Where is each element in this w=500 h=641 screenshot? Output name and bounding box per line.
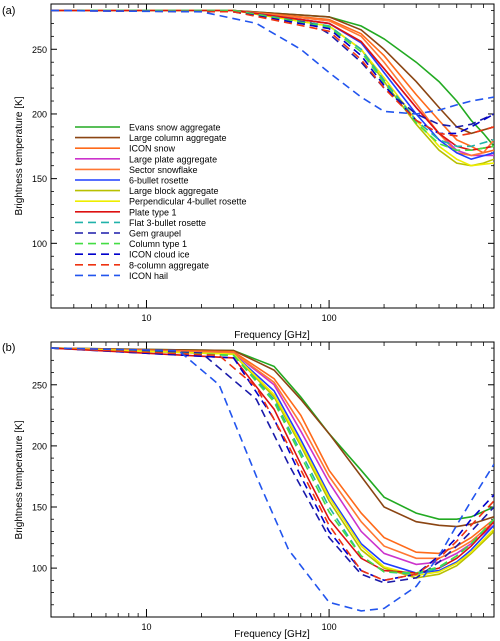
series-line-large-plate-aggregate [51, 347, 494, 566]
y-tick-label: 100 [32, 564, 47, 574]
panel-b-frame [50, 341, 495, 618]
panel-b-plot: 100 150 200 250 10 100 [32, 342, 495, 632]
series-line-icon-cloud-ice [51, 347, 494, 582]
legend-label: Sector snowflake [129, 165, 198, 175]
series-line-evans-snow-aggregate [51, 347, 494, 520]
x-tick-label: 10 [141, 313, 151, 323]
panel-a-ylabel: Brightness temperature [K] [14, 96, 25, 215]
y-tick-label: 200 [32, 109, 47, 119]
series-line-icon-snow [51, 347, 494, 555]
series-line-8-column-aggregate [51, 9, 494, 137]
series-line-sector-snowflake [51, 9, 494, 157]
series-line-large-block-aggregate [51, 347, 494, 579]
y-tick-label: 150 [32, 503, 47, 513]
series-line-8-column-aggregate [51, 347, 494, 582]
x-tick-label: 100 [322, 313, 337, 323]
legend-label: 6-bullet rosette [129, 176, 189, 186]
series-line-sector-snowflake [51, 347, 494, 560]
legend-label: 8-column aggregate [129, 260, 209, 270]
series-line-large-block-aggregate [51, 9, 494, 167]
series-line-icon-hail [51, 347, 494, 612]
panel-a-plot: 100 150 200 250 10 100 [32, 4, 495, 323]
legend-label: ICON snow [129, 144, 176, 154]
legend-label: Perpendicular 4-bullet rosette [129, 197, 247, 207]
legend-label: Large plate aggregate [129, 154, 217, 164]
series-line-icon-snow [51, 9, 494, 154]
legend-label: Large block aggregate [129, 186, 219, 196]
legend-label: Large column aggregate [129, 133, 227, 143]
panel-b-xlabel: Frequency [GHz] [234, 629, 310, 640]
legend-label: Column type 1 [129, 239, 187, 249]
panel-a-frame [50, 3, 495, 309]
legend-label: ICON cloud ice [129, 250, 190, 260]
series-line-large-column-aggregate [51, 347, 494, 528]
panel-b-ylabel: Brightness temperature [K] [14, 420, 25, 539]
series-line-gem-graupel [51, 347, 494, 584]
panel-a-xlabel: Frequency [GHz] [234, 330, 310, 341]
x-tick-label: 100 [322, 622, 337, 632]
panel-b-label: (b) [2, 342, 15, 354]
y-tick-label: 250 [32, 380, 47, 390]
y-tick-label: 150 [32, 174, 47, 184]
legend-label: Plate type 1 [129, 207, 177, 217]
series-line-icon-hail [51, 9, 494, 115]
series-line-perpendicular-4-bullet-rosette [51, 347, 494, 577]
series-line-gem-graupel [51, 9, 494, 128]
y-tick-label: 200 [32, 441, 47, 451]
legend-label: Evans snow aggregate [129, 123, 221, 133]
series-line-perpendicular-4-bullet-rosette [51, 9, 494, 167]
series-line-6-bullet-rosette [51, 347, 494, 574]
legend-label: Flat 3-bullet rosette [129, 218, 206, 228]
legend-label: Gem graupel [129, 229, 181, 239]
legend-label: ICON hail [129, 271, 168, 281]
panel-a-label: (a) [2, 5, 15, 17]
series-line-column-type-1 [51, 347, 494, 574]
x-tick-label: 10 [141, 622, 151, 632]
y-tick-label: 100 [32, 239, 47, 249]
series-line-icon-cloud-ice [51, 9, 494, 135]
y-tick-label: 250 [32, 45, 47, 55]
series-line-plate-type-1 [51, 9, 494, 152]
